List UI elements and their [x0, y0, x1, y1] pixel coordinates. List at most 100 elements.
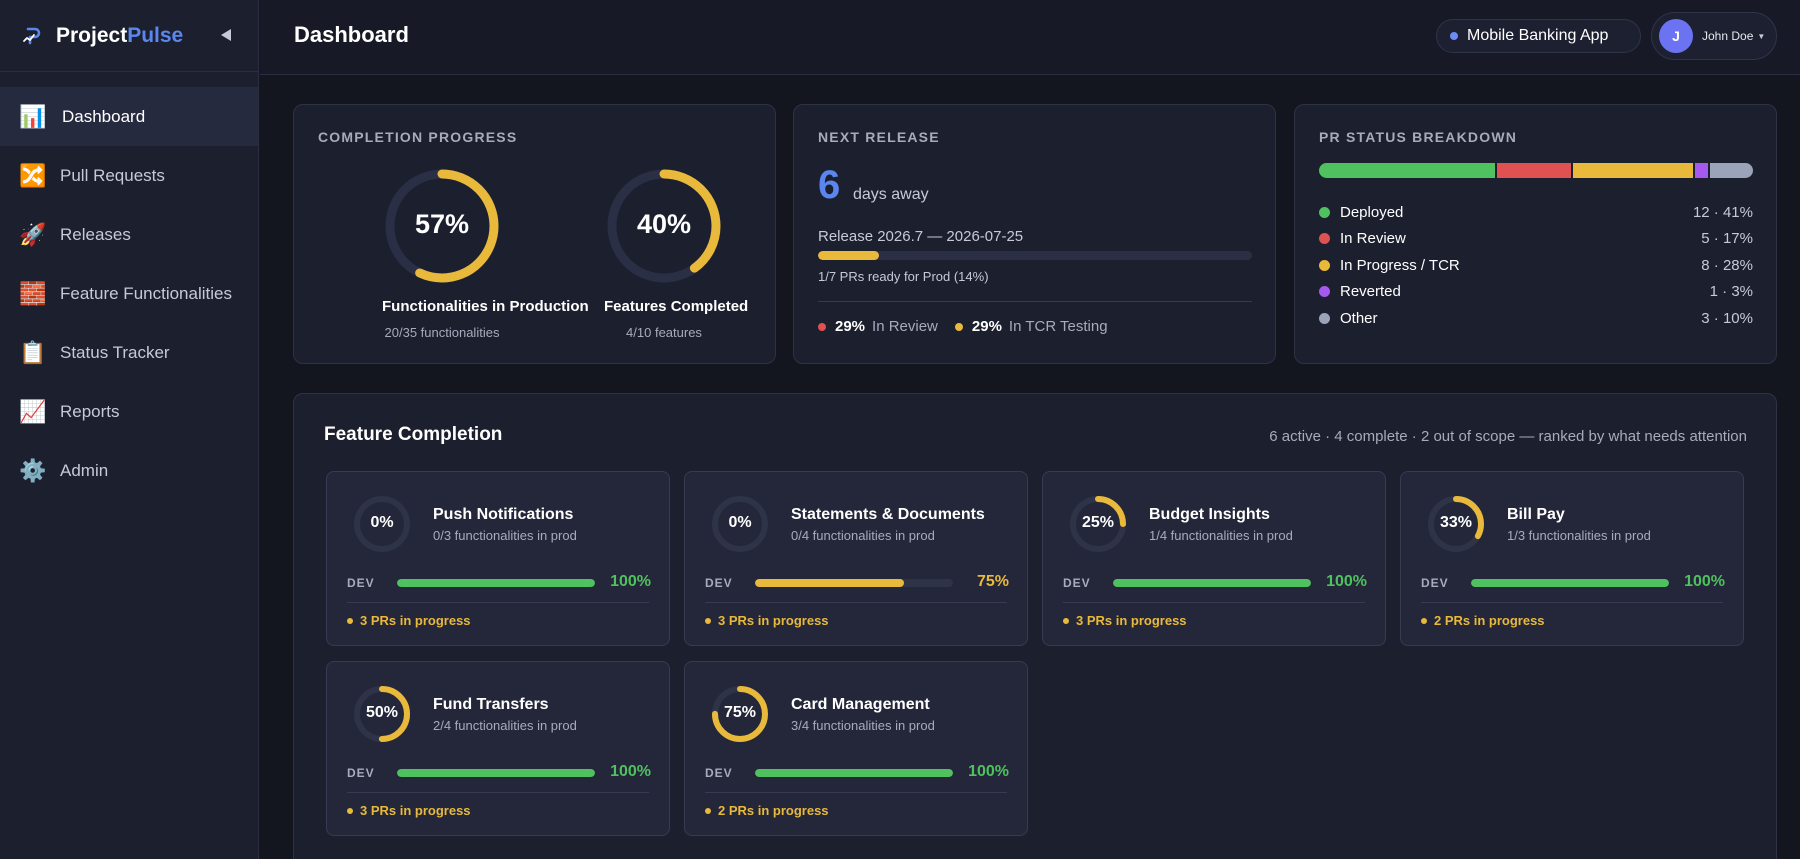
dev-percentage: 75%: [976, 573, 1009, 590]
sidebar-item-dashboard[interactable]: 📊 Dashboard: [0, 87, 258, 146]
sidebar-item-label: Dashboard: [62, 106, 146, 126]
feature-percentage: 0%: [370, 514, 394, 531]
status-dot: [1063, 617, 1069, 624]
pr-status-bar: [1319, 163, 1753, 178]
sidebar-item-label: Feature Functionalities: [60, 283, 232, 303]
sidebar-item-label: Admin: [60, 460, 109, 480]
feature-subtitle: 2/4 functionalities in prod: [433, 718, 577, 733]
ring-features: 40% Features Completed 4/10 features: [604, 166, 748, 340]
feature-card[interactable]: 25% Budget Insights 1/4 functionalities in…: [1042, 471, 1386, 646]
dev-label: DEV: [705, 766, 733, 780]
project-selector[interactable]: Mobile Banking App: [1436, 19, 1641, 53]
dev-progress-bar: [397, 579, 595, 587]
prs-label: 2 PRs in progress: [718, 803, 829, 818]
feature-subtitle: 1/3 functionalities in prod: [1507, 528, 1651, 543]
feature-completion-section: Feature Completion 6 active · 4 complete…: [293, 393, 1777, 859]
stat-value: 29%: [971, 318, 1002, 335]
ring-subtitle: 4/10 features: [626, 325, 702, 340]
legend-dot: [1319, 259, 1330, 271]
divider: [818, 301, 1252, 302]
feature-card[interactable]: 50% Fund Transfers 2/4 functionalities in …: [326, 661, 670, 836]
project-name: Mobile Banking App: [1467, 27, 1609, 44]
completion-progress-card: COMPLETION PROGRESS 57% Functionalities …: [293, 104, 776, 364]
dev-label: DEV: [347, 576, 375, 590]
page-title: Dashboard: [294, 22, 409, 47]
avatar: J: [1659, 19, 1693, 53]
feature-card[interactable]: 0% Push Notifications 0/3 functionalities …: [326, 471, 670, 646]
logo-icon: [23, 27, 41, 44]
prs-label: 3 PRs in progress: [360, 803, 471, 818]
ring-functionalities: 57% Functionalities in Production 20/35 …: [382, 166, 589, 340]
legend-value: 1 · 3%: [1709, 283, 1753, 301]
feature-name: Card Management: [791, 696, 930, 713]
feature-name: Fund Transfers: [433, 696, 549, 713]
prs-in-progress: 3 PRs in progress: [347, 803, 471, 818]
legend-dot: [1319, 286, 1330, 298]
brand-name: ProjectPulse: [56, 23, 184, 47]
next-release-card: NEXT RELEASE 6 days away Release 2026.7 …: [793, 104, 1276, 364]
brand[interactable]: ProjectPulse: [0, 0, 258, 72]
rocket-icon: 🚀: [19, 221, 47, 247]
dev-label: DEV: [705, 576, 733, 590]
sidebar: ProjectPulse 📊 Dashboard 🔀 Pull Requests 🚀 Re…: [0, 0, 259, 859]
sidebar-item-status-tracker[interactable]: 📋 Status Tracker: [0, 323, 258, 382]
sidebar-item-pull-requests[interactable]: 🔀 Pull Requests: [0, 146, 258, 205]
clipboard-icon: 📋: [19, 339, 47, 365]
dev-progress-bar: [755, 769, 953, 777]
dev-progress-bar: [1113, 579, 1311, 587]
progress-ring: [607, 169, 721, 283]
legend-label: Other: [1340, 309, 1378, 327]
prs-label: 3 PRs in progress: [718, 613, 829, 628]
dev-progress-bar: [1471, 579, 1669, 587]
dev-label: DEV: [347, 766, 375, 780]
section-meta: 6 active · 4 complete · 2 out of scope —…: [1269, 428, 1747, 445]
legend-row: In Progress / TCR 8 · 28%: [1319, 252, 1753, 279]
feature-percentage: 33%: [1439, 514, 1473, 531]
user-menu[interactable]: J John Doe ▼: [1651, 12, 1777, 60]
feature-subtitle: 1/4 functionalities in prod: [1149, 528, 1293, 543]
legend-row: Reverted 1 · 3%: [1319, 279, 1753, 306]
collapse-sidebar-button[interactable]: [218, 26, 234, 44]
status-dot: [1421, 617, 1427, 624]
legend-value: 12 · 41%: [1692, 203, 1753, 221]
project-status-dot: [1450, 32, 1458, 40]
legend-dot: [1319, 312, 1330, 324]
release-stat: 29% In Review: [818, 318, 938, 335]
card-label: PR STATUS BREAKDOWN: [1319, 129, 1518, 145]
feature-progress-ring: 0%: [349, 491, 415, 557]
feature-card[interactable]: 33% Bill Pay 1/3 functionalities in prod DE…: [1400, 471, 1744, 646]
legend-value: 3 · 10%: [1701, 309, 1753, 327]
legend-dot: [1319, 233, 1330, 245]
dev-percentage: 100%: [1326, 573, 1367, 590]
prs-in-progress: 3 PRs in progress: [1063, 613, 1187, 628]
feature-percentage: 50%: [365, 704, 399, 721]
feature-card[interactable]: 75% Card Management 3/4 functionalities in…: [684, 661, 1028, 836]
sidebar-item-admin[interactable]: ⚙️ Admin: [0, 441, 258, 500]
progress-ring: [385, 169, 499, 283]
dev-progress-fill: [755, 579, 904, 587]
topbar: Dashboard Mobile Banking App J John Doe …: [260, 0, 1800, 75]
feature-name: Bill Pay: [1507, 506, 1565, 523]
prs-label: 2 PRs in progress: [1434, 613, 1545, 628]
feature-percentage: 25%: [1081, 514, 1115, 531]
divider: [705, 792, 1007, 793]
divider: [705, 602, 1007, 603]
bricks-icon: 🧱: [19, 280, 47, 306]
dev-progress-fill: [397, 769, 595, 777]
sidebar-item-feature-functionalities[interactable]: 🧱 Feature Functionalities: [0, 264, 258, 323]
pr-status-card: PR STATUS BREAKDOWN Deployed 12 · 41% In R…: [1294, 104, 1777, 364]
status-dot: [818, 322, 826, 331]
feature-subtitle: 0/3 functionalities in prod: [433, 528, 577, 543]
bar-chart-icon: 📊: [19, 103, 47, 129]
days-away-text: days away: [853, 186, 929, 203]
release-progress-bar: [818, 251, 1252, 260]
sidebar-item-reports[interactable]: 📈 Reports: [0, 382, 258, 441]
section-title: Feature Completion: [324, 424, 503, 445]
feature-progress-ring: 50%: [349, 681, 415, 747]
sidebar-item-releases[interactable]: 🚀 Releases: [0, 205, 258, 264]
prs-label: 3 PRs in progress: [1076, 613, 1187, 628]
prs-in-progress: 3 PRs in progress: [347, 613, 471, 628]
dev-progress-fill: [1113, 579, 1311, 587]
feature-card[interactable]: 0% Statements & Documents 0/4 functionalit…: [684, 471, 1028, 646]
chevron-down-icon: ▼: [1757, 31, 1766, 41]
